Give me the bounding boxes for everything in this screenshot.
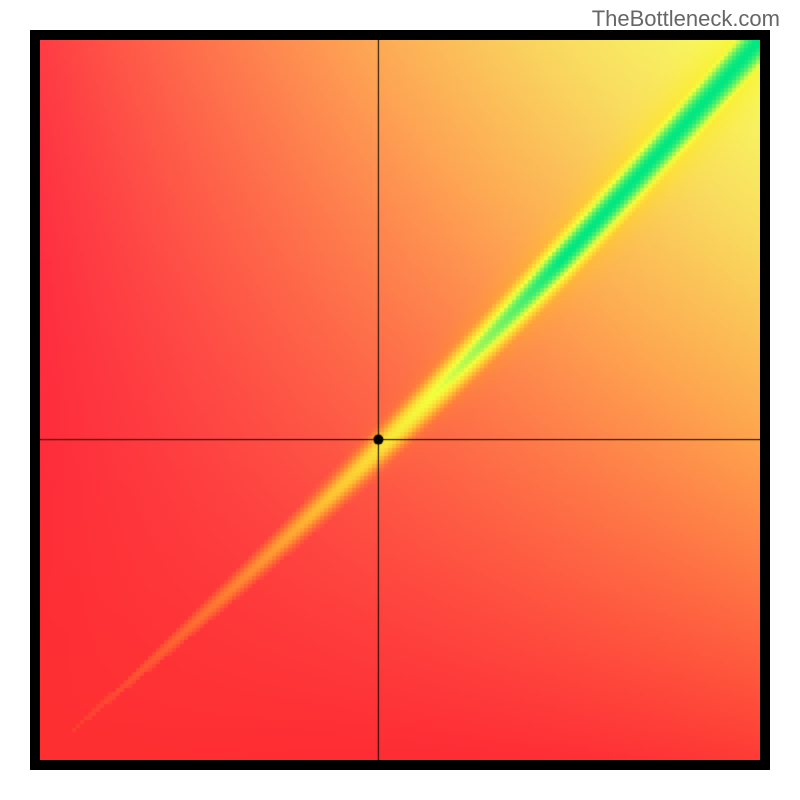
chart-frame	[30, 30, 770, 770]
heatmap-plot	[40, 40, 760, 760]
heatmap-canvas	[40, 40, 760, 760]
watermark-text: TheBottleneck.com	[592, 6, 780, 32]
